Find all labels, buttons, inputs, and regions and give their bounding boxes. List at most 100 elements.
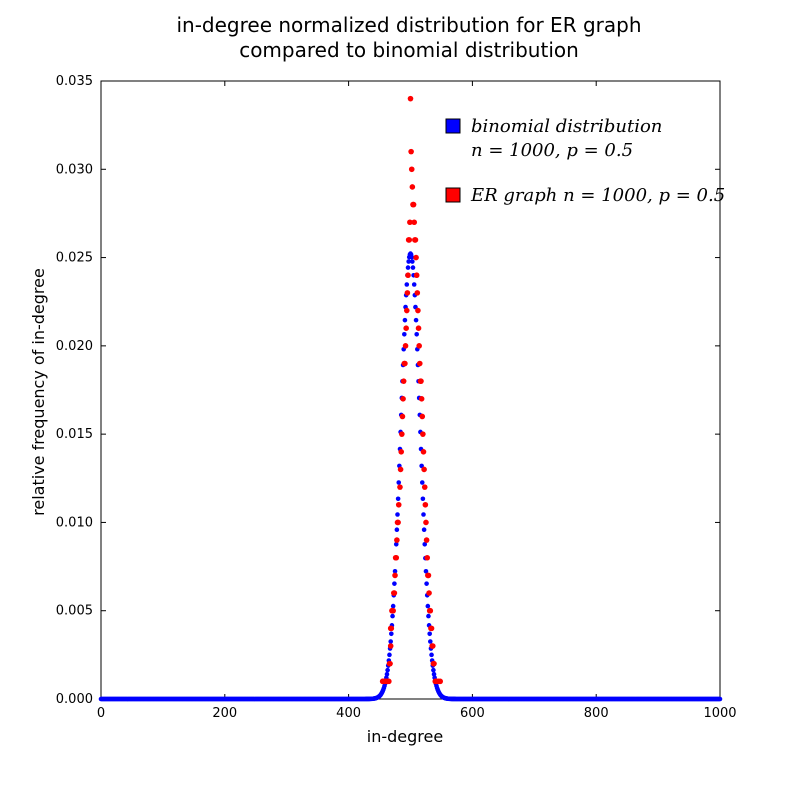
er-graph-point <box>407 219 413 226</box>
binomial-point <box>425 603 431 609</box>
er-graph-point <box>387 643 394 649</box>
er-graph-point <box>393 554 400 561</box>
er-graph-point <box>390 607 396 614</box>
er-graph-point <box>395 501 402 508</box>
y-tick-label: 0.035 <box>56 74 93 89</box>
er-graph-point <box>426 590 432 596</box>
y-tick-label: 0.005 <box>56 604 93 619</box>
binomial-point <box>410 259 415 264</box>
chart-title-line-1: in-degree normalized distribution for ER… <box>176 13 641 37</box>
er-graph-point <box>404 290 411 296</box>
binomial-point <box>394 527 400 533</box>
er-graph-point <box>416 360 423 367</box>
x-tick-label: 400 <box>336 706 361 721</box>
binomial-point <box>426 613 431 619</box>
legend-swatch-er-graph <box>445 187 461 203</box>
binomial-point <box>404 282 410 287</box>
binomial-point <box>388 639 393 644</box>
binomial-point <box>409 254 415 260</box>
series-binomial <box>98 251 723 702</box>
er-graph-point <box>410 201 417 208</box>
er-graph-point <box>412 237 419 243</box>
er-graph-point <box>414 290 421 296</box>
er-graph-point <box>431 660 437 667</box>
er-graph-point <box>405 272 411 279</box>
er-graph-point <box>418 396 425 402</box>
er-graph-point <box>420 431 426 437</box>
binomial-point <box>406 259 411 264</box>
er-graph-point <box>413 254 419 261</box>
y-tick-label: 0.000 <box>56 692 93 707</box>
y-tick-label: 0.010 <box>56 515 93 530</box>
er-graph-point <box>415 307 421 314</box>
binomial-point <box>419 480 425 485</box>
binomial-point <box>421 527 427 533</box>
er-graph-point <box>391 590 398 596</box>
binomial-point <box>410 265 416 270</box>
y-axis: 0.000 0.005 0.010 0.015 0.020 0.025 0.030 0.035 <box>56 74 720 707</box>
binomial-point <box>424 581 429 586</box>
er-graph-point <box>386 678 392 685</box>
binomial-point <box>422 541 428 547</box>
legend-label-binomial-line-1: binomial distribution <box>471 116 662 137</box>
er-graph-point <box>402 360 408 367</box>
chart-title-line-2: compared to binomial distribution <box>239 38 579 62</box>
er-graph-point <box>423 537 430 543</box>
binomial-point <box>396 480 402 485</box>
y-tick-label: 0.015 <box>56 427 93 442</box>
legend: binomial distribution n = 1000, p = 0.5 … <box>445 116 725 206</box>
binomial-point <box>420 496 426 502</box>
er-graph-point <box>419 413 426 420</box>
er-graph-point <box>418 378 424 384</box>
binomial-point <box>390 603 396 609</box>
plot-area <box>100 80 721 700</box>
y-tick-label: 0.020 <box>56 339 93 354</box>
er-graph-point <box>411 219 418 226</box>
er-graph-point <box>423 519 429 526</box>
er-graph-point <box>424 554 431 561</box>
binomial-point <box>429 652 434 658</box>
er-graph-point <box>395 519 401 526</box>
er-graph-point <box>407 95 414 102</box>
er-graph-point <box>408 166 415 173</box>
binomial-point <box>402 317 408 323</box>
er-graph-point <box>420 449 427 455</box>
er-graph-point <box>387 660 393 667</box>
binomial-point <box>411 282 417 287</box>
er-graph-point <box>403 325 409 332</box>
x-tick-label: 1000 <box>703 706 736 721</box>
er-graph-point <box>409 184 416 190</box>
binomial-point <box>389 631 394 637</box>
binomial-point <box>717 696 723 702</box>
er-graph-point <box>394 537 400 543</box>
series-layer <box>98 95 723 702</box>
er-graph-point <box>398 449 405 455</box>
x-tick-label: 0 <box>97 706 105 721</box>
er-graph-point <box>406 237 413 243</box>
binomial-point <box>428 639 433 644</box>
binomial-point <box>431 671 437 677</box>
er-graph-point <box>399 413 406 420</box>
er-graph-point <box>428 625 435 632</box>
er-graph-point <box>400 378 407 384</box>
y-tick-label: 0.030 <box>56 162 93 177</box>
er-graph-point <box>421 484 428 490</box>
binomial-point <box>413 317 419 323</box>
er-graph-point <box>388 625 395 632</box>
binomial-point <box>395 496 401 502</box>
legend-swatch-binomial <box>445 118 461 134</box>
binomial-point <box>387 652 392 658</box>
binomial-point <box>393 541 399 547</box>
er-graph-point <box>429 643 436 649</box>
legend-label-er-graph: ER graph n = 1000, p = 0.5 <box>470 185 725 206</box>
x-tick-label: 600 <box>460 706 485 721</box>
binomial-point <box>423 568 429 574</box>
er-graph-point <box>408 148 414 155</box>
er-graph-point <box>425 572 432 579</box>
er-graph-point <box>427 607 434 614</box>
x-axis-label: in-degree <box>367 727 443 746</box>
x-axis: 0 200 400 600 800 1000 <box>97 81 737 721</box>
binomial-point <box>392 568 398 574</box>
legend-label-binomial-line-2: n = 1000, p = 0.5 <box>471 140 633 161</box>
er-graph-point <box>399 431 405 437</box>
